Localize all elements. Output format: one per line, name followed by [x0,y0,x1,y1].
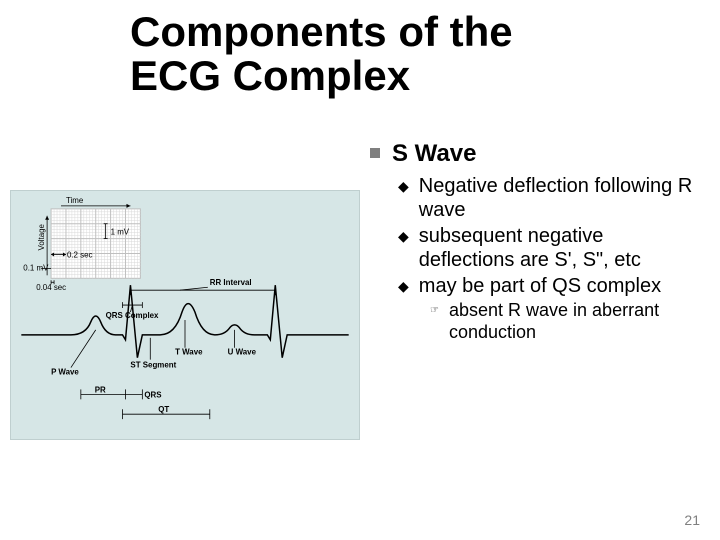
u-label: U Wave [228,348,257,357]
page-number: 21 [684,512,700,528]
p-label: P Wave [51,368,79,377]
grid-box [51,209,140,278]
ecg-diagram: Time Voltage 1 mV 0.1 mV 0.2 sec 0.04 se… [10,190,360,440]
qrs-complex-annotation: QRS Complex [106,302,159,320]
rr-label: RR Interval [210,278,252,287]
diamond-bullet-icon: ◆ [398,178,409,195]
st-label: ST Segment [130,361,176,370]
sec-label: 0.04 sec [36,283,66,292]
qt-label: QT [158,405,169,414]
outline-item-text: may be part of QS complex [419,274,661,298]
pr-label: PR [95,385,106,394]
p-wave-annotation: P Wave [51,330,96,377]
pr-interval-annotation: PR [81,385,126,399]
t-wave-annotation: T Wave [175,320,203,357]
outline-heading: S Wave [392,140,476,168]
qrs-interval-annotation: QRS [125,389,161,399]
qt-interval-annotation: QT [123,405,210,419]
title-line-1: Components of the [130,8,513,55]
outline-content: S Wave ◆ Negative deflection following R… [370,140,700,345]
outline-item: ◆ may be part of QS complex [398,274,700,298]
outline-subitem-text: absent R wave in aberrant conduction [449,300,700,343]
diamond-bullet-icon: ◆ [398,228,409,245]
title-line-2: ECG Complex [130,52,410,99]
mv-small-label: 0.1 mV [23,263,49,272]
sec2-label: 0.2 sec [67,250,93,259]
outline-subitem: ☞ absent R wave in aberrant conduction [430,300,700,343]
u-wave-annotation: U Wave [228,330,257,357]
square-bullet-icon [370,148,380,158]
voltage-label: Voltage [37,223,46,250]
slide-title: Components of the ECG Complex [130,10,513,98]
t-label: T Wave [175,348,203,357]
outline-item-text: subsequent negative deflections are S', … [419,224,700,272]
diamond-bullet-icon: ◆ [398,278,409,295]
outline-heading-row: S Wave [370,140,700,168]
pointer-bullet-icon: ☞ [430,305,439,316]
qrs-int-label: QRS [144,390,161,399]
rr-interval-annotation: RR Interval [130,278,275,295]
ecg-svg: Time Voltage 1 mV 0.1 mV 0.2 sec 0.04 se… [11,191,359,439]
qrs-label: QRS Complex [106,311,159,320]
outline-item: ◆ subsequent negative deflections are S'… [398,224,700,272]
outline-item-text: Negative deflection following R wave [419,174,700,222]
outline-item: ◆ Negative deflection following R wave [398,174,700,222]
time-label: Time [66,196,84,205]
mv-big-label: 1 mV [111,228,130,237]
